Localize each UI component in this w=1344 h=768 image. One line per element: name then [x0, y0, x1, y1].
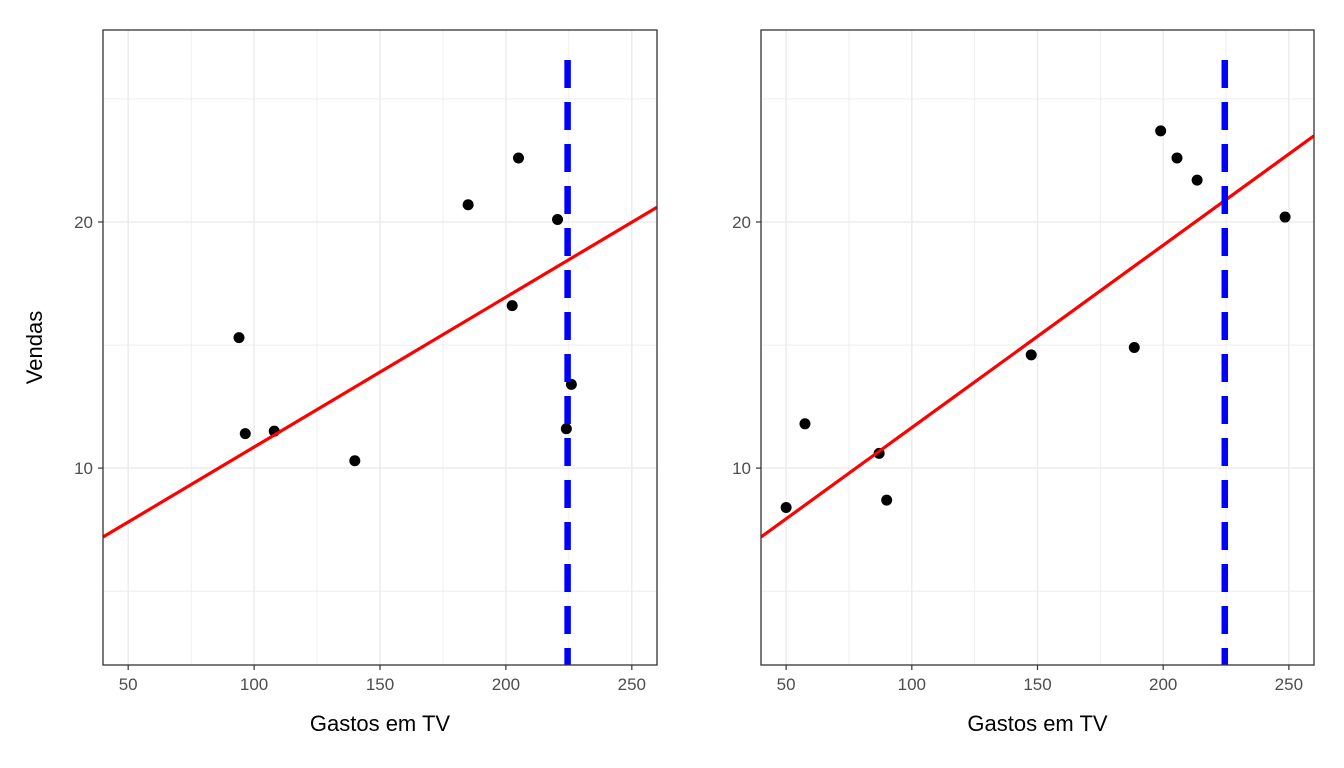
x-tick-label: 50	[119, 675, 138, 694]
data-point	[1025, 349, 1037, 361]
panel-left: 50 100 150 200 250 10 20 Gastos em TV Vendas	[22, 29, 658, 736]
data-point	[1155, 125, 1167, 137]
data-point	[462, 199, 474, 211]
data-point	[1171, 152, 1183, 164]
data-point	[552, 214, 564, 226]
x-tick-label: 200	[1149, 675, 1177, 694]
data-point	[560, 423, 572, 435]
regression-line	[103, 205, 657, 539]
y-tick-label: 10	[74, 459, 93, 478]
panel-right: 50 100 150 200 250 10 20 Gastos em TV	[732, 29, 1315, 736]
data-point	[1128, 342, 1140, 353]
x-axis-title: Gastos em TV	[967, 711, 1108, 736]
data-layer	[103, 60, 657, 665]
y-tick-label: 20	[74, 213, 93, 232]
data-point	[513, 152, 524, 164]
data-point	[233, 332, 245, 344]
x-tick-label: 150	[1023, 675, 1051, 694]
data-point	[780, 501, 792, 513]
x-tick-label: 250	[618, 675, 646, 694]
y-axis-title: Vendas	[22, 311, 47, 384]
data-point	[1191, 174, 1203, 186]
data-layer	[761, 60, 1314, 665]
data-point	[799, 418, 811, 430]
x-tick-label: 100	[898, 675, 926, 694]
data-point	[1279, 211, 1291, 223]
data-point	[239, 428, 251, 440]
x-tick-label: 150	[366, 675, 394, 694]
data-point	[349, 455, 361, 467]
x-axis-title: Gastos em TV	[310, 711, 451, 736]
x-tick-label: 250	[1275, 675, 1303, 694]
data-point	[881, 494, 893, 506]
x-tick-label: 200	[492, 675, 520, 694]
data-point	[506, 300, 518, 312]
y-tick-label: 20	[732, 213, 751, 232]
y-tick-label: 10	[732, 459, 751, 478]
x-tick-label: 100	[240, 675, 268, 694]
x-tick-label: 50	[777, 675, 796, 694]
